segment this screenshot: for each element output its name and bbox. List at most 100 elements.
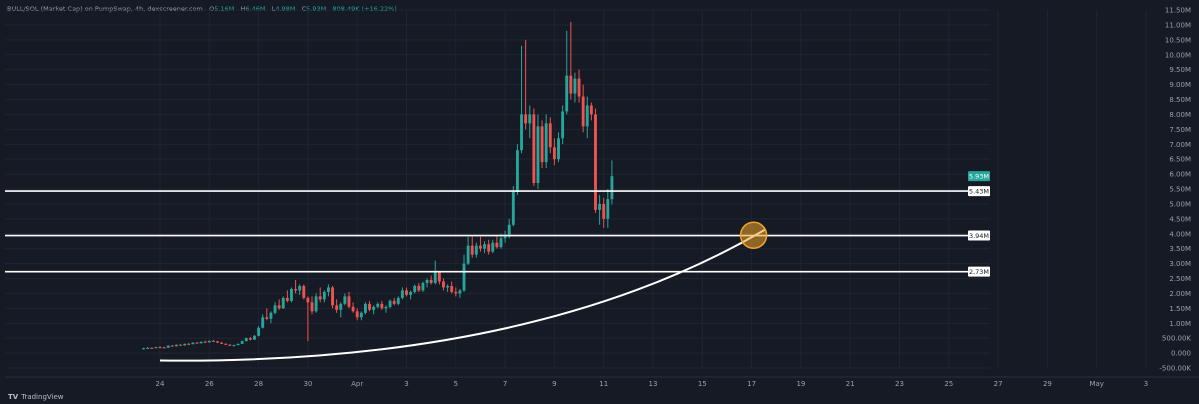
candle-body xyxy=(216,341,219,343)
x-tick-label: 13 xyxy=(649,380,658,388)
candle-body xyxy=(232,345,236,347)
chart-header: BULL/SOL (Market Cap) on PumpSwap, 4h, d… xyxy=(7,5,397,13)
candle-body xyxy=(170,345,174,347)
candle-body xyxy=(351,306,355,312)
x-tick-label: 27 xyxy=(994,380,1003,388)
candle-body xyxy=(248,338,252,340)
x-tick-label: 17 xyxy=(747,380,756,388)
candle-body xyxy=(187,343,191,345)
candle-body xyxy=(557,138,560,160)
candle-body xyxy=(146,347,150,349)
candle-body xyxy=(409,291,413,295)
y-tick-label: 9.50M xyxy=(1169,66,1191,74)
high-key: H xyxy=(240,5,246,13)
candle-body xyxy=(339,303,343,310)
candle-body xyxy=(236,343,240,346)
candle-body xyxy=(425,279,429,283)
candle-body xyxy=(240,341,244,344)
level-price-tag xyxy=(968,186,990,197)
y-tick-label: 2.50M xyxy=(1169,275,1191,283)
y-tick-label: 3.50M xyxy=(1169,245,1191,253)
candle-body xyxy=(487,244,491,252)
level-price-tag xyxy=(968,266,990,277)
candle-body xyxy=(368,303,371,310)
x-tick-label: May xyxy=(1089,380,1103,388)
candle-body xyxy=(294,288,298,291)
candle-body xyxy=(380,303,384,309)
candle-body xyxy=(228,344,232,346)
candle-body xyxy=(515,150,519,192)
candle-body xyxy=(503,236,507,239)
y-tick-label: 500.00K xyxy=(1162,335,1191,343)
candle-body xyxy=(495,242,499,248)
candle-body xyxy=(290,288,293,301)
candle-body xyxy=(269,312,273,319)
candle-body xyxy=(195,342,199,344)
level-price-label: 5.43M xyxy=(969,187,989,195)
candle-body xyxy=(211,340,215,342)
candle-body xyxy=(458,290,462,294)
candle-body xyxy=(150,347,154,349)
candle-body xyxy=(372,306,376,310)
open-key: O xyxy=(209,5,215,13)
candle-body xyxy=(474,245,478,255)
y-tick-label: 11.00M xyxy=(1165,21,1191,29)
candle-body xyxy=(253,335,256,340)
candle-body xyxy=(400,290,404,298)
candle-body xyxy=(158,347,162,349)
candle-body xyxy=(446,285,450,288)
tradingview-brand[interactable]: TV TradingView xyxy=(8,393,64,401)
x-tick-label: 25 xyxy=(944,380,953,388)
candle-body xyxy=(388,300,392,307)
candle-body xyxy=(520,114,523,151)
candle-body xyxy=(359,312,363,318)
x-tick-label: 9 xyxy=(552,380,556,388)
candle-body xyxy=(405,290,408,295)
x-tick-label: 21 xyxy=(846,380,855,388)
candle-body xyxy=(552,147,556,160)
candle-body xyxy=(573,78,577,94)
candle-body xyxy=(565,75,569,112)
candle-body xyxy=(417,285,421,291)
last-price-label: 5.93M xyxy=(969,172,989,180)
y-tick-label: 3.00M xyxy=(1169,260,1191,268)
x-tick-label: 28 xyxy=(254,380,263,388)
x-tick-label: 7 xyxy=(503,380,507,388)
y-tick-label: 0.000 xyxy=(1171,350,1191,358)
candle-body xyxy=(179,344,182,346)
candle-body xyxy=(281,297,285,309)
candle-body xyxy=(347,296,351,307)
candle-body xyxy=(581,96,585,127)
candle-body xyxy=(154,347,158,349)
candle-body xyxy=(331,287,334,306)
candle-body xyxy=(462,263,466,291)
candle-body xyxy=(598,203,602,210)
candle-body xyxy=(355,311,359,318)
candle-body xyxy=(166,345,170,348)
candle-body xyxy=(302,285,306,298)
candle-body xyxy=(203,341,207,343)
x-tick-label: 3 xyxy=(1144,380,1148,388)
y-tick-label: 5.50M xyxy=(1169,186,1191,194)
candle-body xyxy=(540,126,544,163)
tradingview-logo-icon: TV xyxy=(8,393,19,401)
candle-body xyxy=(277,305,281,309)
y-tick-label: 6.50M xyxy=(1169,156,1191,164)
candle-body xyxy=(207,340,211,343)
candle-body xyxy=(310,302,314,312)
x-tick-label: 5 xyxy=(454,380,458,388)
candle-body xyxy=(298,285,302,291)
y-tick-label: 4.50M xyxy=(1169,215,1191,223)
trendline-curve xyxy=(159,228,767,362)
candle-body xyxy=(442,281,445,288)
candle-body xyxy=(392,300,396,304)
candle-body xyxy=(421,282,425,291)
candle-body xyxy=(376,303,380,307)
candle-body xyxy=(261,317,265,328)
candle-body xyxy=(483,244,486,249)
x-tick-label: 3 xyxy=(404,380,408,388)
candle-body xyxy=(273,305,277,313)
level-price-tag xyxy=(968,230,990,241)
candle-body xyxy=(142,348,146,350)
